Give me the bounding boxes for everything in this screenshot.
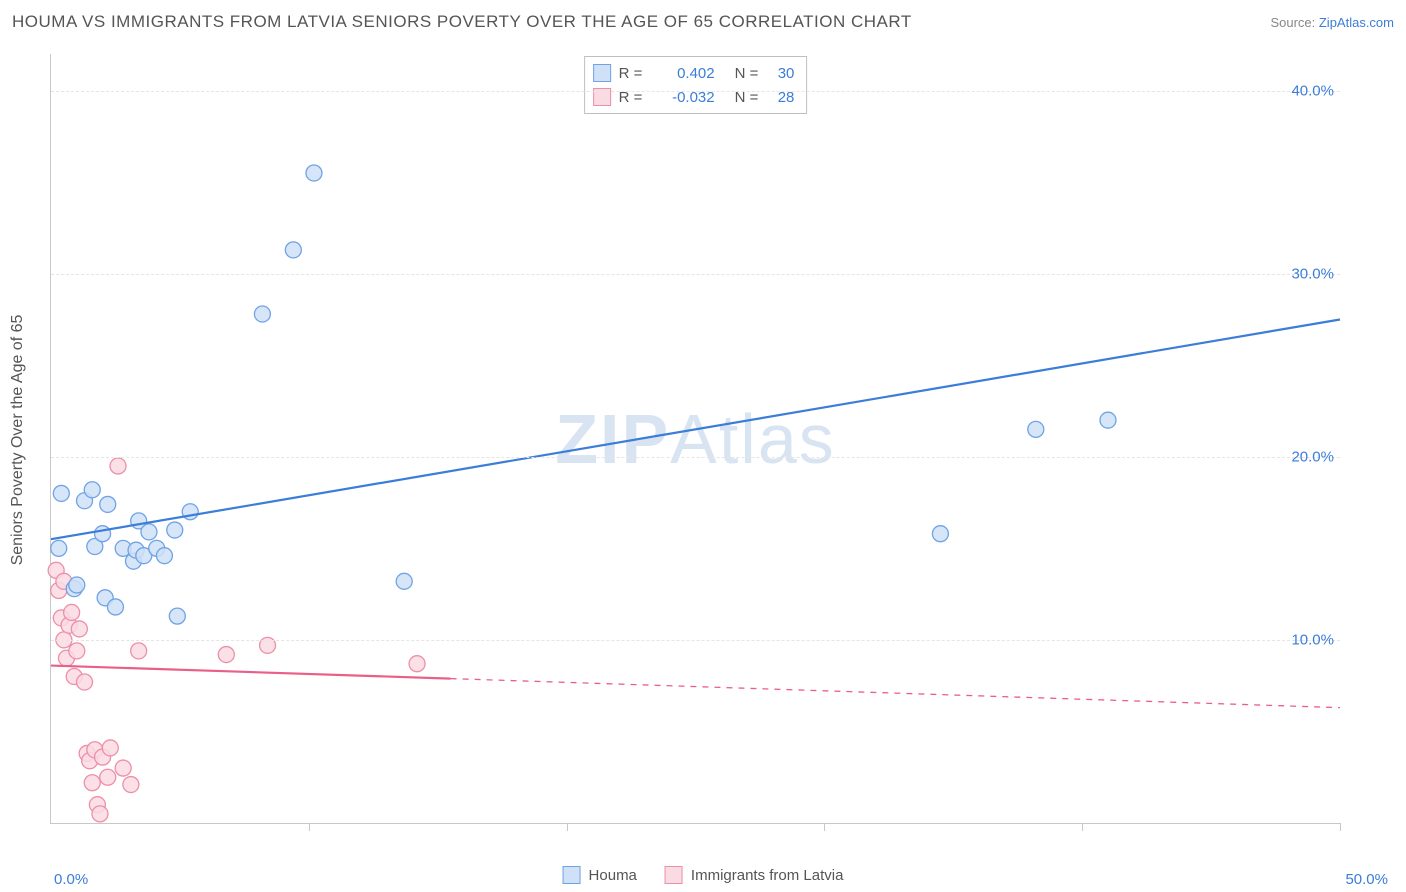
chart-svg: [51, 54, 1340, 823]
x-tick-0: 0.0%: [54, 871, 88, 888]
legend-row-houma: R = 0.402 N = 30: [593, 61, 795, 85]
scatter-plot: ZIPAtlas R = 0.402 N = 30 R = -0.032 N =…: [50, 54, 1340, 824]
legend-label-latvia: Immigrants from Latvia: [691, 867, 844, 884]
y-tick-label: 20.0%: [1291, 448, 1334, 465]
r-value-houma: 0.402: [655, 65, 715, 82]
swatch-houma: [593, 64, 611, 82]
correlation-legend: R = 0.402 N = 30 R = -0.032 N = 28: [584, 56, 808, 114]
y-tick-label: 40.0%: [1291, 82, 1334, 99]
source-label: Source:: [1270, 15, 1318, 30]
chart-title: HOUMA VS IMMIGRANTS FROM LATVIA SENIORS …: [12, 12, 912, 32]
legend-item-houma: Houma: [563, 866, 637, 884]
legend-row-latvia: R = -0.032 N = 28: [593, 85, 795, 109]
y-tick-label: 10.0%: [1291, 631, 1334, 648]
y-tick-label: 30.0%: [1291, 265, 1334, 282]
r-label: R =: [619, 65, 647, 82]
legend-item-latvia: Immigrants from Latvia: [665, 866, 844, 884]
swatch-latvia: [665, 866, 683, 884]
swatch-houma: [563, 866, 581, 884]
n-value-houma: 30: [766, 65, 794, 82]
series-legend: Houma Immigrants from Latvia: [563, 866, 844, 884]
legend-label-houma: Houma: [589, 867, 637, 884]
source-link[interactable]: ZipAtlas.com: [1319, 15, 1394, 30]
x-tick-50: 50.0%: [1345, 871, 1388, 888]
y-axis-title: Seniors Poverty Over the Age of 65: [9, 315, 27, 566]
source-attribution: Source: ZipAtlas.com: [1270, 15, 1394, 30]
n-label: N =: [723, 65, 759, 82]
